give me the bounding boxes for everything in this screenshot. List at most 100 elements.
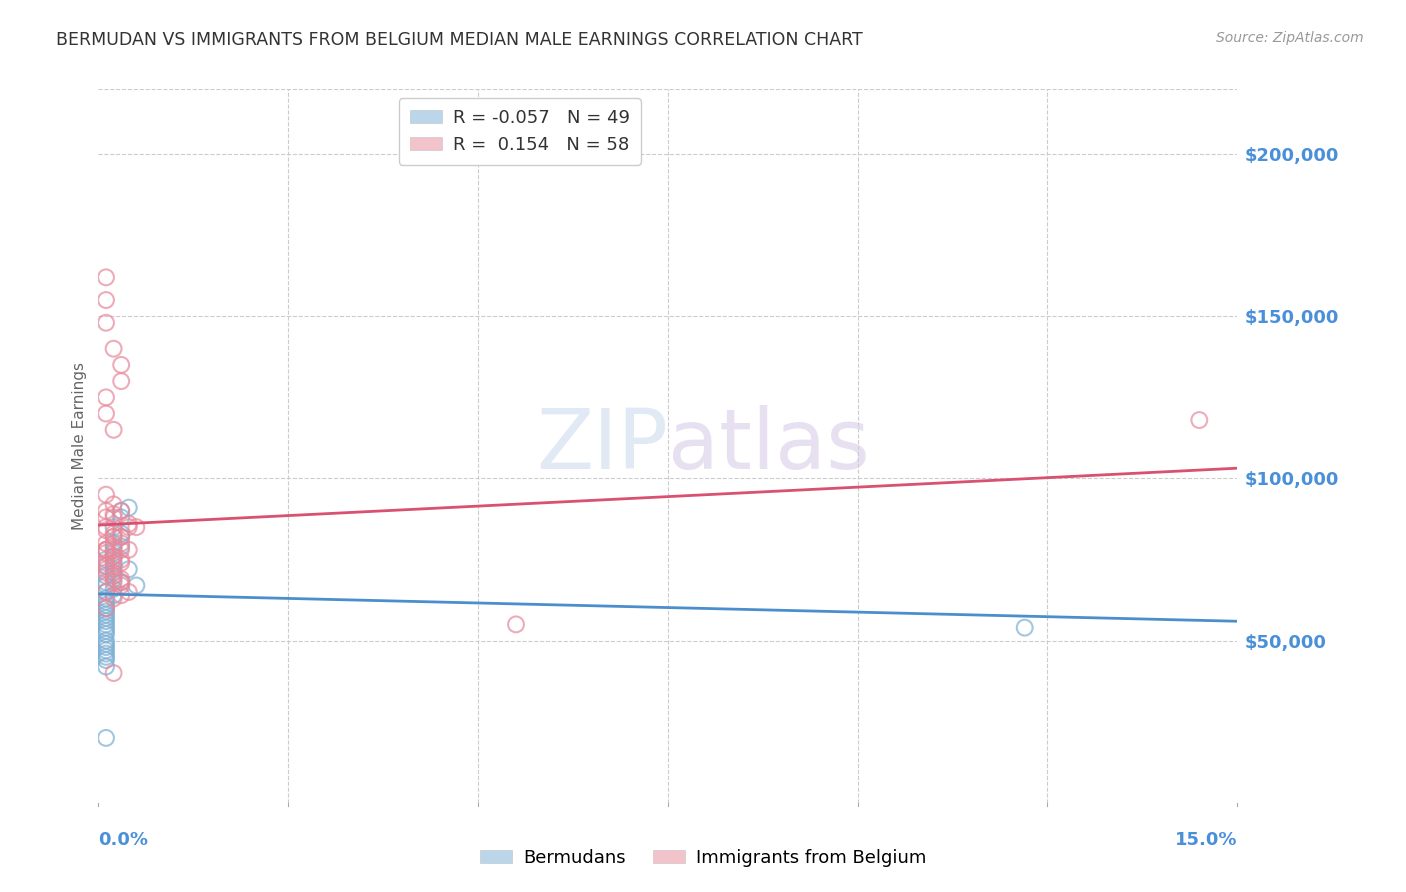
Point bbox=[94, 524, 117, 538]
Point bbox=[103, 520, 125, 534]
Point bbox=[103, 568, 125, 582]
Point bbox=[94, 611, 117, 625]
Point bbox=[118, 562, 141, 576]
Point bbox=[94, 559, 117, 574]
Text: 15.0%: 15.0% bbox=[1175, 831, 1237, 849]
Point bbox=[103, 556, 125, 570]
Point bbox=[110, 540, 132, 554]
Point bbox=[94, 488, 117, 502]
Point bbox=[94, 659, 117, 673]
Point bbox=[94, 607, 117, 622]
Point bbox=[94, 407, 117, 421]
Point bbox=[94, 562, 117, 576]
Point bbox=[103, 566, 125, 580]
Point bbox=[103, 549, 125, 564]
Text: atlas: atlas bbox=[668, 406, 869, 486]
Point bbox=[110, 575, 132, 590]
Point bbox=[94, 520, 117, 534]
Point bbox=[110, 530, 132, 544]
Point bbox=[94, 601, 117, 615]
Point bbox=[94, 604, 117, 618]
Point bbox=[103, 526, 125, 541]
Point bbox=[103, 497, 125, 511]
Point bbox=[94, 270, 117, 285]
Point bbox=[103, 507, 125, 521]
Point bbox=[103, 562, 125, 576]
Point bbox=[110, 374, 132, 388]
Point bbox=[110, 552, 132, 566]
Y-axis label: Median Male Earnings: Median Male Earnings bbox=[72, 362, 87, 530]
Point bbox=[94, 542, 117, 557]
Point bbox=[103, 549, 125, 564]
Point bbox=[94, 556, 117, 570]
Point bbox=[94, 627, 117, 641]
Point bbox=[110, 504, 132, 518]
Point bbox=[110, 578, 132, 592]
Point bbox=[94, 316, 117, 330]
Point bbox=[103, 530, 125, 544]
Point bbox=[110, 526, 132, 541]
Point bbox=[94, 633, 117, 648]
Point bbox=[1188, 413, 1211, 427]
Point bbox=[94, 601, 117, 615]
Point bbox=[94, 566, 117, 580]
Text: BERMUDAN VS IMMIGRANTS FROM BELGIUM MEDIAN MALE EARNINGS CORRELATION CHART: BERMUDAN VS IMMIGRANTS FROM BELGIUM MEDI… bbox=[56, 31, 863, 49]
Point bbox=[94, 293, 117, 307]
Point bbox=[94, 504, 117, 518]
Point bbox=[103, 559, 125, 574]
Point bbox=[110, 588, 132, 602]
Point bbox=[103, 575, 125, 590]
Point bbox=[110, 542, 132, 557]
Point bbox=[94, 575, 117, 590]
Point bbox=[110, 530, 132, 544]
Point bbox=[94, 578, 117, 592]
Text: Source: ZipAtlas.com: Source: ZipAtlas.com bbox=[1216, 31, 1364, 45]
Point bbox=[110, 358, 132, 372]
Point bbox=[94, 653, 117, 667]
Point bbox=[94, 640, 117, 654]
Point bbox=[103, 510, 125, 524]
Point bbox=[94, 536, 117, 550]
Point bbox=[94, 546, 117, 560]
Point bbox=[94, 585, 117, 599]
Point bbox=[94, 621, 117, 635]
Point bbox=[118, 585, 141, 599]
Point bbox=[103, 552, 125, 566]
Point bbox=[110, 504, 132, 518]
Point bbox=[505, 617, 527, 632]
Text: 0.0%: 0.0% bbox=[98, 831, 149, 849]
Point bbox=[94, 390, 117, 404]
Point bbox=[118, 520, 141, 534]
Point bbox=[94, 624, 117, 638]
Point bbox=[110, 575, 132, 590]
Point bbox=[94, 595, 117, 609]
Point bbox=[94, 591, 117, 606]
Point bbox=[103, 546, 125, 560]
Point bbox=[103, 549, 125, 564]
Point bbox=[118, 542, 141, 557]
Point bbox=[118, 516, 141, 531]
Legend: Bermudans, Immigrants from Belgium: Bermudans, Immigrants from Belgium bbox=[472, 842, 934, 874]
Point bbox=[94, 542, 117, 557]
Point bbox=[94, 568, 117, 582]
Point bbox=[103, 536, 125, 550]
Point bbox=[94, 731, 117, 745]
Point bbox=[103, 572, 125, 586]
Point bbox=[94, 510, 117, 524]
Point bbox=[110, 536, 132, 550]
Point bbox=[94, 647, 117, 661]
Point bbox=[118, 500, 141, 515]
Point bbox=[94, 614, 117, 628]
Point bbox=[94, 643, 117, 657]
Point bbox=[103, 666, 125, 681]
Point bbox=[110, 572, 132, 586]
Point bbox=[94, 552, 117, 566]
Point bbox=[103, 542, 125, 557]
Point bbox=[125, 578, 148, 592]
Point bbox=[103, 582, 125, 596]
Point bbox=[94, 649, 117, 664]
Point bbox=[94, 542, 117, 557]
Point bbox=[103, 342, 125, 356]
Point bbox=[94, 637, 117, 651]
Legend: R = -0.057   N = 49, R =  0.154   N = 58: R = -0.057 N = 49, R = 0.154 N = 58 bbox=[399, 98, 641, 165]
